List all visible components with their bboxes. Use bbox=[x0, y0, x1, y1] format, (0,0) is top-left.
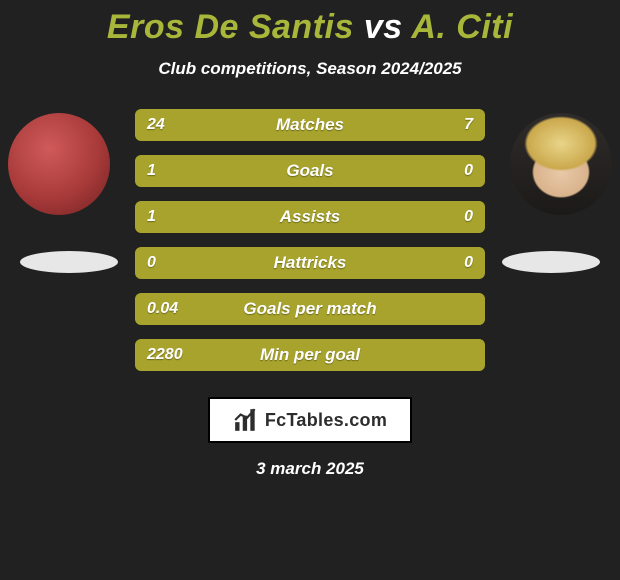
title-player2: A. Citi bbox=[411, 8, 513, 46]
bar-segment-left bbox=[135, 109, 405, 141]
bar-segment-left bbox=[135, 293, 485, 325]
stat-row: 2280Min per goal bbox=[135, 339, 485, 371]
avatar-placeholder-icon bbox=[510, 113, 612, 215]
player1-shadow bbox=[20, 251, 118, 273]
avatar-placeholder-icon bbox=[8, 113, 110, 215]
stat-value-left: 1 bbox=[147, 201, 156, 233]
page-title: Eros De Santis vs A. Citi bbox=[0, 0, 620, 47]
stat-row: 10Goals bbox=[135, 155, 485, 187]
subtitle: Club competitions, Season 2024/2025 bbox=[0, 59, 620, 79]
stat-row: 00Hattricks bbox=[135, 247, 485, 279]
date-text: 3 march 2025 bbox=[0, 459, 620, 479]
bar-segment-left bbox=[135, 339, 485, 371]
stat-value-right: 7 bbox=[464, 109, 473, 141]
stat-value-left: 0.04 bbox=[147, 293, 178, 325]
player2-avatar bbox=[510, 113, 612, 215]
player2-shadow bbox=[502, 251, 600, 273]
stat-value-left: 2280 bbox=[147, 339, 183, 371]
stat-row: 247Matches bbox=[135, 109, 485, 141]
stat-value-right: 0 bbox=[464, 155, 473, 187]
logo-text: FcTables.com bbox=[265, 410, 387, 431]
bar-segment-right bbox=[310, 247, 485, 279]
stat-row: 10Assists bbox=[135, 201, 485, 233]
title-player1: Eros De Santis bbox=[107, 8, 354, 46]
stat-row: 0.04Goals per match bbox=[135, 293, 485, 325]
comparison-infographic: Eros De Santis vs A. Citi Club competiti… bbox=[0, 0, 620, 580]
title-vs: vs bbox=[364, 8, 403, 46]
bar-segment-left bbox=[135, 247, 310, 279]
bar-segment-left bbox=[135, 201, 485, 233]
chart-icon bbox=[233, 407, 259, 433]
stat-value-right: 0 bbox=[464, 201, 473, 233]
stat-value-right: 0 bbox=[464, 247, 473, 279]
bar-segment-left bbox=[135, 155, 485, 187]
stat-bars: 247Matches10Goals10Assists00Hattricks0.0… bbox=[135, 109, 485, 385]
stat-value-left: 1 bbox=[147, 155, 156, 187]
logo-badge: FcTables.com bbox=[208, 397, 412, 443]
player1-avatar bbox=[8, 113, 110, 215]
main-area: 247Matches10Goals10Assists00Hattricks0.0… bbox=[0, 109, 620, 389]
stat-value-left: 24 bbox=[147, 109, 165, 141]
stat-value-left: 0 bbox=[147, 247, 156, 279]
